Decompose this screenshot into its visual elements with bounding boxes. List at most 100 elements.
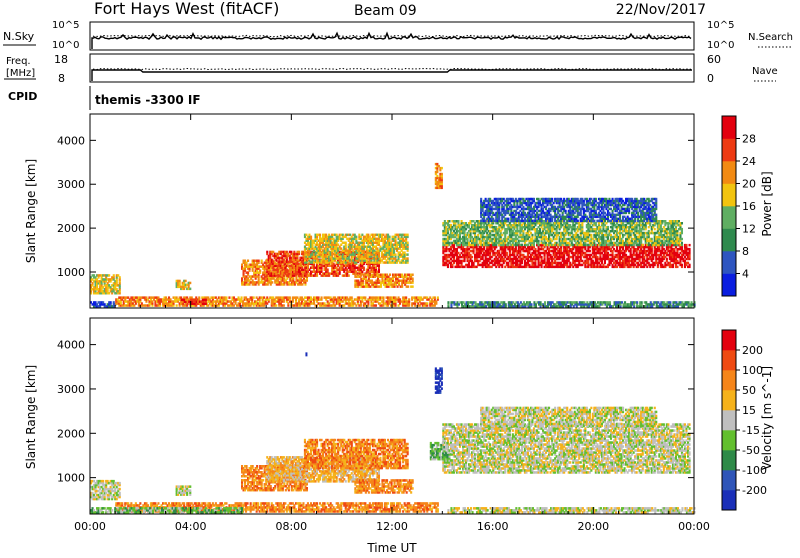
freq-trace bbox=[92, 69, 692, 82]
data-cell bbox=[434, 296, 436, 298]
freq-frame bbox=[90, 54, 694, 82]
data-cell bbox=[253, 296, 255, 298]
nsearch-line bbox=[93, 35, 691, 36]
nave-tick-bottom: 0 bbox=[707, 72, 714, 85]
freq-line bbox=[92, 70, 692, 81]
data-cell bbox=[355, 236, 357, 238]
data-cell bbox=[110, 301, 112, 303]
freq-tick-bottom: 8 bbox=[58, 72, 65, 85]
data-cell bbox=[374, 274, 376, 276]
data-cell bbox=[405, 296, 407, 298]
data-cell bbox=[205, 299, 207, 301]
data-cell bbox=[348, 274, 350, 276]
nsky-tick-bottom: 10^0 bbox=[52, 40, 79, 51]
data-cell bbox=[275, 304, 277, 306]
data-cell bbox=[382, 296, 384, 298]
data-cell bbox=[412, 274, 414, 276]
data-cell bbox=[407, 285, 409, 287]
data-cell bbox=[689, 248, 691, 250]
nsearch-tick-bottom: 10^0 bbox=[707, 40, 734, 51]
data-cell bbox=[395, 253, 397, 255]
data-cell bbox=[327, 269, 329, 271]
data-cell bbox=[681, 264, 683, 266]
data-cell bbox=[225, 296, 227, 298]
station-title: Fort Hays West (fitACF) bbox=[94, 0, 279, 18]
data-cell bbox=[689, 244, 691, 246]
data-cell bbox=[185, 280, 187, 282]
data-cell bbox=[119, 276, 121, 278]
data-cell bbox=[286, 269, 288, 271]
date-label: 22/Nov/2017 bbox=[616, 2, 706, 18]
data-cell bbox=[271, 281, 273, 283]
data-cell bbox=[448, 220, 450, 222]
nsky-line bbox=[92, 33, 691, 49]
data-cell bbox=[407, 234, 409, 236]
data-cell bbox=[453, 244, 455, 246]
data-cell bbox=[589, 250, 591, 252]
data-cell bbox=[351, 296, 353, 298]
data-cell bbox=[189, 288, 191, 290]
data-cell bbox=[259, 269, 261, 271]
data-cell bbox=[305, 261, 307, 263]
data-cell bbox=[258, 260, 260, 262]
nave-tick-top: 60 bbox=[707, 53, 721, 66]
data-cell bbox=[247, 260, 249, 262]
data-cell bbox=[283, 304, 285, 306]
freq-unit: [MHz] bbox=[6, 68, 35, 79]
nsearch-tick-top: 10^5 bbox=[707, 20, 734, 31]
freq-label: Freq. bbox=[6, 56, 31, 67]
nsearch-label: N.Search bbox=[748, 32, 793, 43]
data-cell bbox=[241, 296, 243, 298]
data-cell bbox=[685, 244, 687, 246]
data-cell bbox=[407, 242, 409, 244]
data-cell bbox=[389, 236, 391, 238]
data-cell bbox=[437, 296, 439, 298]
data-cell bbox=[681, 246, 683, 248]
freq-panel: Freq. [MHz] 18 8 60 0 Nave bbox=[4, 53, 778, 85]
data-cell bbox=[198, 296, 200, 298]
beam-label: Beam 09 bbox=[354, 3, 417, 19]
data-cell bbox=[407, 253, 409, 255]
data-cell bbox=[412, 285, 414, 287]
data-cell bbox=[426, 302, 428, 304]
data-cell bbox=[506, 252, 508, 254]
nsky-tick-top: 10^5 bbox=[52, 20, 79, 31]
data-cell bbox=[321, 296, 323, 298]
data-cell bbox=[441, 167, 443, 169]
data-cell bbox=[289, 296, 291, 298]
data-cell bbox=[407, 257, 409, 259]
data-cell bbox=[541, 256, 543, 258]
data-cell bbox=[471, 256, 473, 258]
data-cell bbox=[441, 173, 443, 175]
data-cell bbox=[266, 251, 268, 253]
data-cell bbox=[360, 274, 362, 276]
freq-tick-top: 18 bbox=[54, 53, 68, 66]
data-cell bbox=[113, 274, 115, 276]
data-cell bbox=[689, 264, 691, 266]
data-cell bbox=[345, 242, 347, 244]
nsky-panel: N.Sky 10^5 10^0 10^5 10^0 N.Search bbox=[3, 20, 793, 51]
data-cell bbox=[363, 267, 365, 269]
cpid-program: themis -3300 IF bbox=[95, 93, 201, 107]
data-cell bbox=[108, 274, 110, 276]
cpid-panel: CPID themis -3300 IF bbox=[8, 86, 201, 110]
data-cell bbox=[364, 296, 366, 298]
data-cell bbox=[189, 282, 191, 284]
data-cell bbox=[179, 280, 181, 282]
data-cell bbox=[666, 258, 668, 260]
data-cell bbox=[389, 274, 391, 276]
data-cell bbox=[457, 220, 459, 222]
data-cell bbox=[298, 251, 300, 253]
data-cell bbox=[310, 236, 312, 238]
power-scatter-cells bbox=[90, 163, 696, 308]
data-cell bbox=[228, 296, 230, 298]
data-cell bbox=[412, 278, 414, 280]
data-cell bbox=[408, 298, 410, 300]
data-cell bbox=[319, 234, 321, 236]
data-cell bbox=[375, 304, 377, 306]
data-cell bbox=[176, 304, 178, 306]
data-cell bbox=[495, 246, 497, 248]
